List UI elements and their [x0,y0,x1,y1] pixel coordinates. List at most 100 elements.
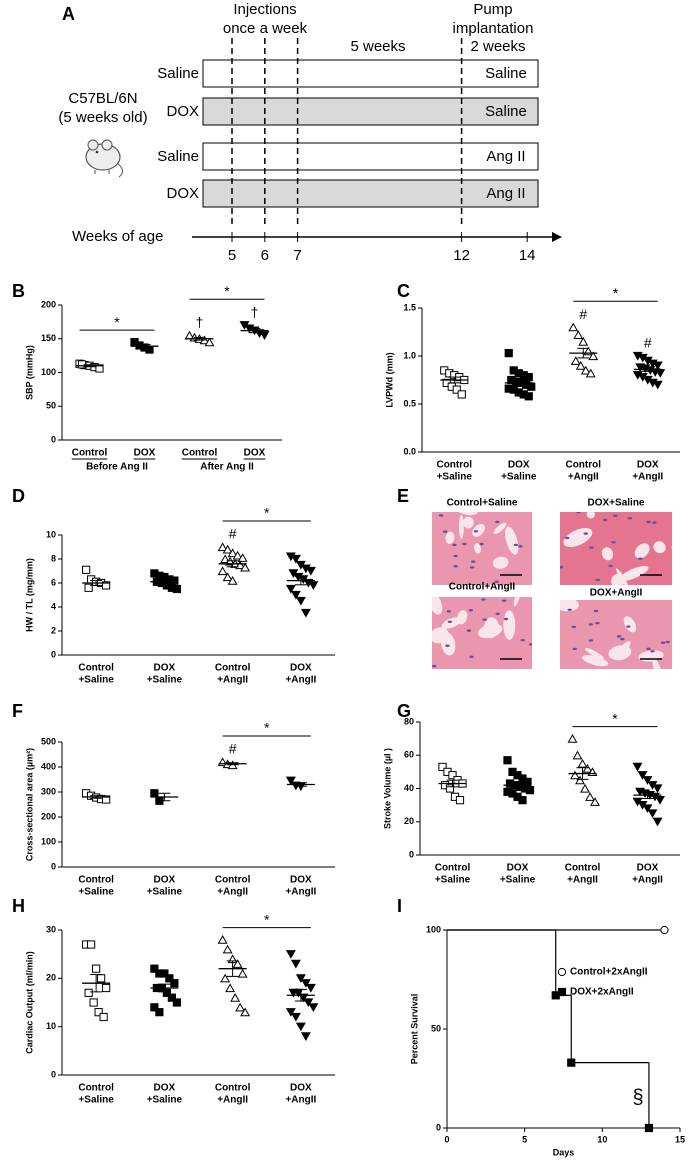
nucleus [473,530,479,533]
data-point [84,988,93,997]
data-point [295,1022,306,1032]
y-tick-label: 0 [51,861,56,871]
nucleus [646,647,651,651]
data-point [578,336,589,346]
nucleus [481,598,486,601]
y-tick-label: 8 [51,553,56,563]
nucleus [652,521,657,524]
y-tick-label: 400 [41,761,56,771]
data-point [503,756,512,765]
nucleus [479,542,484,546]
category-label: Control [215,663,251,674]
category-label: Control [182,448,218,459]
category-label: +Saline [78,887,114,898]
data-point [150,964,159,973]
y-axis-label: SBP (mmHg) [24,345,34,400]
data-point [448,771,457,780]
data-point [652,380,663,390]
panel-label: D [12,486,25,506]
data-point [217,542,228,552]
data-point [237,553,248,562]
significance-label: * [612,710,618,726]
strain: C57BL/6N [68,90,137,107]
data-point [585,792,595,801]
data-point [577,758,588,768]
gap [619,565,649,582]
y-tick-label: 6 [51,577,56,587]
data-point [170,576,179,585]
treatment: Saline [157,148,199,165]
strain: (5 weeks old) [58,109,147,126]
significance-label: * [224,283,230,299]
nucleus [453,554,458,558]
nucleus [432,664,437,668]
data-point [438,762,447,771]
y-tick-label: 0 [409,849,414,859]
gap [472,523,485,537]
data-point [567,1058,576,1067]
nucleus [494,580,499,583]
nucleus [660,641,666,644]
category-label: DOX [290,1083,312,1094]
gap [458,515,464,539]
group-row [202,142,539,171]
tick-label: 12 [453,247,470,264]
image-caption: Control+Saline [447,498,518,509]
data-point [240,562,251,572]
tick-label: 7 [293,247,301,264]
y-axis-label: Percent Survival [409,994,419,1065]
legend-label: DOX+2xAngII [570,987,634,998]
data-point [92,964,101,973]
category-label: +AngII [632,472,663,483]
category-label: +AngII [567,875,598,886]
significance-symbol: † [251,304,259,320]
panel-label: I [397,896,402,916]
category-label: Control [78,1083,114,1094]
data-point [82,565,91,574]
data-point [585,368,596,378]
nucleus [665,640,670,644]
significance-symbol: # [644,335,652,351]
data-point [102,983,111,993]
nucleus [495,520,500,524]
y-tick-label: 200 [41,811,56,821]
nucleus [602,518,608,522]
category-label: +Saline [78,675,114,686]
data-point [84,583,93,592]
data-point [632,762,643,772]
y-tick-label: 0 [51,1069,56,1079]
category-label: DOX [290,875,312,886]
gap [445,531,455,544]
data-point [445,784,455,793]
nucleus [588,639,594,642]
data-point [660,925,669,935]
data-point [290,554,301,564]
significance-symbol: † [196,314,204,330]
category-label: DOX [244,448,266,459]
data-point [300,608,311,618]
y-tick-label: 2 [51,625,56,635]
data-point [557,967,567,977]
nucleus [447,620,453,623]
data-point [568,322,579,332]
data-point [102,581,111,590]
y-tick-label: 60 [404,750,414,760]
data-point [300,1032,311,1041]
nucleus [593,609,599,613]
gap [432,597,443,615]
data-point [222,572,233,582]
data-point [150,1003,159,1012]
data-point [308,1003,319,1012]
group-row [202,179,539,208]
category-label: DOX [290,663,312,674]
data-point [285,776,296,786]
data-point [652,817,663,827]
data-point [300,979,311,988]
data-point [295,974,306,983]
y-tick-label: 500 [41,736,56,746]
data-point [655,796,665,805]
gap [585,647,605,660]
significance-label: * [114,314,120,330]
gap [608,645,632,661]
